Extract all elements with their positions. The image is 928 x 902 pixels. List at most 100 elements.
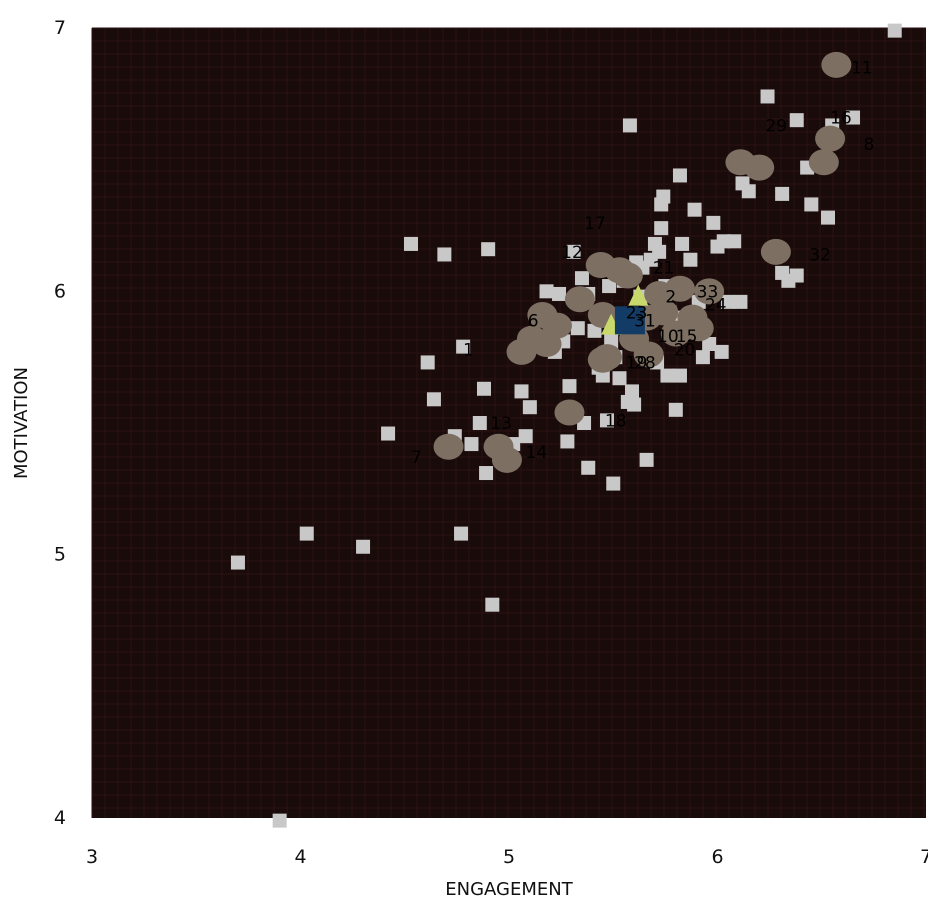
data-point-square — [566, 244, 581, 259]
data-point-square — [272, 813, 287, 828]
data-point-circle — [433, 433, 464, 460]
point-label: 17 — [584, 214, 606, 234]
data-point-square — [437, 247, 452, 262]
data-point-square — [625, 384, 640, 399]
y-tick-label: 7 — [54, 17, 66, 39]
data-point-circle — [821, 51, 852, 78]
data-point-square — [485, 597, 500, 612]
x-tick-label: 3 — [86, 846, 98, 868]
data-point-square — [660, 368, 675, 383]
data-point-square — [574, 271, 589, 286]
data-point-square — [581, 460, 596, 475]
data-point-square — [683, 252, 698, 267]
data-point-square — [804, 197, 819, 212]
point-label: 13 — [490, 414, 512, 434]
data-point-square — [481, 242, 496, 257]
data-point-circle — [633, 341, 664, 368]
data-point-square — [733, 294, 748, 309]
data-point-square — [760, 89, 775, 104]
data-point-square — [420, 355, 435, 370]
point-label: 10 — [657, 327, 679, 347]
data-point-square — [230, 555, 245, 570]
data-point-square — [741, 184, 756, 199]
data-point-square — [570, 321, 585, 336]
point-label: 6 — [528, 311, 539, 331]
x-tick-label: 7 — [920, 846, 928, 868]
data-point-circle — [564, 286, 595, 313]
data-point-square — [672, 368, 687, 383]
data-point-square — [887, 23, 902, 38]
data-point-square — [426, 392, 441, 407]
data-point-square — [775, 186, 790, 201]
point-label: 1 — [463, 340, 474, 360]
data-point-square — [356, 539, 371, 554]
point-label: 33 — [697, 282, 719, 302]
data-point-square — [299, 526, 314, 541]
plot-grid — [91, 27, 926, 818]
data-point-square — [714, 344, 729, 359]
data-point-square — [562, 379, 577, 394]
y-tick-label: 6 — [54, 280, 66, 302]
point-label: 11 — [851, 59, 873, 79]
data-point-circle — [808, 149, 839, 176]
data-point-square — [560, 434, 575, 449]
data-point-square — [639, 452, 654, 467]
point-label: 8 — [863, 135, 874, 155]
plot-area — [92, 28, 926, 818]
x-tick-label: 4 — [294, 846, 306, 868]
data-point-square — [522, 400, 537, 415]
point-label: 29 — [765, 116, 787, 136]
data-point-triangle — [628, 284, 649, 306]
data-point-circle — [541, 312, 572, 339]
data-point-square — [456, 339, 471, 354]
data-point-circle — [491, 446, 522, 473]
data-point-square — [846, 110, 861, 125]
data-point-square — [627, 397, 642, 412]
data-point-square — [404, 236, 419, 251]
data-point-circle — [815, 125, 846, 152]
y-tick-label: 4 — [54, 807, 66, 829]
data-point-square — [622, 118, 637, 133]
data-point-square — [821, 210, 836, 225]
point-label: 2 — [665, 288, 676, 308]
data-point-square — [454, 526, 469, 541]
x-axis-label: ENGAGEMENT — [445, 879, 573, 900]
point-label: 21 — [653, 259, 675, 279]
point-label: 12 — [561, 243, 583, 263]
data-point-square — [518, 429, 533, 444]
data-point-mean — [614, 306, 645, 335]
data-point-square — [695, 350, 710, 365]
point-label: 23 — [626, 303, 648, 323]
point-label: 7 — [411, 448, 422, 468]
x-tick-label: 5 — [503, 846, 515, 868]
point-label: 24 — [705, 296, 727, 316]
data-point-square — [606, 476, 621, 491]
data-point-square — [479, 466, 494, 481]
data-point-square — [654, 221, 669, 236]
point-label: 19 — [626, 353, 648, 373]
data-point-square — [602, 279, 617, 294]
data-marks — [230, 23, 902, 828]
data-point-square — [612, 371, 627, 386]
data-point-square — [720, 294, 735, 309]
data-point-square — [789, 268, 804, 283]
data-point-circle — [694, 278, 725, 305]
y-tick-label: 5 — [54, 544, 66, 566]
data-point-square — [552, 286, 567, 301]
data-point-square — [789, 113, 804, 128]
point-label: 31 — [634, 311, 656, 331]
data-point-circle — [683, 315, 714, 342]
data-point-square — [675, 236, 690, 251]
data-point-square — [727, 234, 742, 249]
x-tick-label: 6 — [711, 846, 723, 868]
point-label: 32 — [809, 245, 831, 265]
data-point-square — [599, 413, 614, 428]
data-point-square — [464, 437, 479, 452]
data-point-square — [702, 337, 717, 351]
data-point-square — [472, 416, 487, 430]
point-label: 28 — [634, 353, 656, 373]
point-label: 15 — [676, 327, 698, 347]
